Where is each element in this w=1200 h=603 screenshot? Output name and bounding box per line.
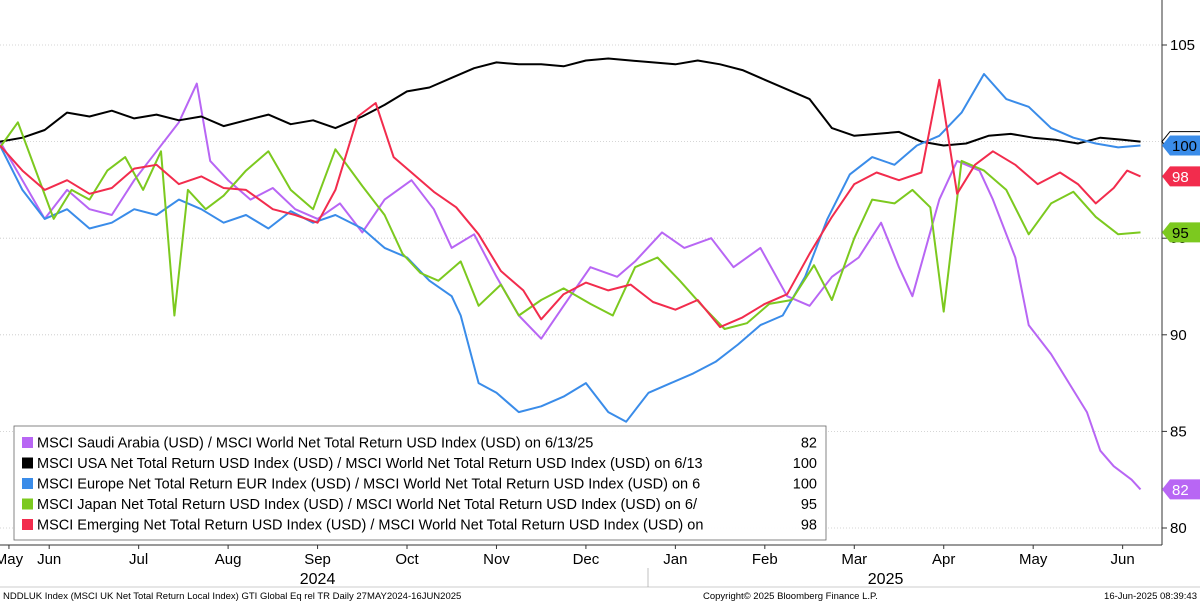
badge-4 — [1162, 166, 1200, 187]
x-tick-label-jan-8: Jan — [663, 551, 687, 568]
series-line-4 — [0, 78, 1141, 329]
series-line-1 — [0, 57, 1141, 147]
y-tick-label-105: 105 — [1170, 37, 1195, 54]
x-tick-label-nov-6: Nov — [483, 551, 510, 568]
x-tick-label-jun-13: Jun — [1111, 551, 1135, 568]
badge-value-2: 100 — [1172, 138, 1197, 155]
legend-value-3: 95 — [801, 497, 817, 513]
legend-swatch-0 — [22, 437, 33, 448]
x-tick-label-oct-5: Oct — [395, 551, 419, 568]
series-line-3 — [0, 121, 1141, 330]
badge-2 — [1162, 135, 1200, 156]
legend-swatch-4 — [22, 519, 33, 530]
legend-value-4: 98 — [801, 518, 817, 534]
x-tick-label-jun-1: Jun — [37, 551, 61, 568]
series-lines — [0, 57, 1142, 491]
badge-0 — [1162, 479, 1200, 500]
footer-center: Copyright© 2025 Bloomberg Finance L.P. — [703, 591, 878, 602]
legend-label-3: MSCI Japan Net Total Return USD Index (U… — [37, 497, 698, 513]
y-tick-label-90: 90 — [1170, 327, 1187, 344]
legend-swatch-3 — [22, 498, 33, 510]
footer-left: NDDLUK Index (MSCI UK Net Total Return L… — [3, 591, 461, 602]
legend-label-1: MSCI USA Net Total Return USD Index (USD… — [37, 456, 703, 472]
x-tick-label-jul-2: Jul — [129, 551, 148, 568]
legend-swatch-1 — [22, 457, 33, 469]
x-tick-label-feb-9: Feb — [752, 551, 778, 568]
y-tick-label-80: 80 — [1170, 520, 1187, 537]
x-tick-label-may-12: May — [1019, 551, 1048, 568]
legend-label-0: MSCI Saudi Arabia (USD) / MSCI World Net… — [37, 436, 593, 452]
legend-label-2: MSCI Europe Net Total Return EUR Index (… — [37, 477, 700, 493]
x-tick-label-may-0: May — [0, 551, 24, 568]
last-value-badges: 821001009598 — [1161, 131, 1200, 500]
legend-swatch-2 — [22, 478, 33, 489]
x-tick-label-aug-3: Aug — [215, 551, 242, 568]
x-year-label-2024: 2024 — [300, 571, 336, 588]
footer-right: 16-Jun-2025 08:39:43 — [1104, 591, 1197, 602]
badge-3 — [1162, 222, 1200, 243]
x-tick-label-mar-10: Mar — [841, 551, 867, 568]
legend-value-0: 82 — [801, 436, 817, 452]
x-tick-label-dec-7: Dec — [573, 551, 600, 568]
legend-value-1: 100 — [793, 456, 817, 472]
series-line-0 — [0, 82, 1142, 491]
legend-label-4: MSCI Emerging Net Total Return USD Index… — [37, 518, 703, 534]
badge-value-3: 95 — [1172, 225, 1189, 242]
legend-box — [13, 425, 827, 541]
badge-value-0: 82 — [1172, 482, 1189, 499]
x-tick-label-sep-4: Sep — [304, 551, 331, 568]
badge-value-4: 98 — [1172, 169, 1189, 186]
chart-legend: MSCI Saudi Arabia (USD) / MSCI World Net… — [13, 425, 827, 541]
y-tick-label-85: 85 — [1170, 423, 1187, 440]
x-year-label-2025: 2025 — [868, 571, 904, 588]
legend-value-2: 100 — [793, 477, 817, 493]
x-tick-label-apr-11: Apr — [932, 551, 955, 568]
x-axis: May Jun Jul Aug Sep Oct Nov Dec Jan Feb Mar Apr May J… — [0, 545, 1135, 588]
